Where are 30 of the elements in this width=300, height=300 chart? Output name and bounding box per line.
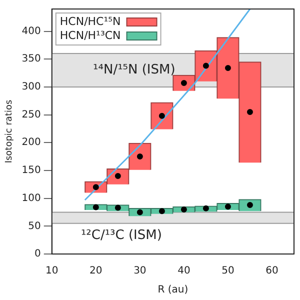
y-tick-label: 0 — [34, 248, 41, 260]
x-tick-label: 40 — [178, 266, 190, 277]
legend-label: HCN/H¹³CN — [60, 28, 121, 42]
point — [202, 205, 209, 212]
y-tick-label: 300 — [22, 82, 41, 93]
x-tick-label: 60 — [266, 266, 278, 277]
y-axis-title: Isotopic ratios — [4, 100, 15, 164]
point — [158, 112, 165, 119]
band-label: ¹⁴N/¹⁵N (ISM) — [93, 62, 176, 78]
point — [224, 65, 231, 72]
point — [246, 109, 253, 116]
x-tick-label: 20 — [90, 266, 102, 277]
x-tick-label: 50 — [222, 266, 234, 277]
x-tick-label: 30 — [134, 266, 146, 277]
x-tick-label: 10 — [46, 266, 58, 277]
point — [158, 208, 165, 214]
y-tick-label: 150 — [22, 165, 41, 176]
point — [180, 206, 187, 212]
point — [136, 154, 143, 160]
y-tick-label: 350 — [22, 54, 41, 65]
y-tick-label: 400 — [22, 26, 41, 37]
band-label: ¹²C/¹³C (ISM) — [80, 228, 162, 243]
point — [92, 204, 99, 210]
x-axis-title: R (au) — [158, 284, 188, 296]
y-tick-label: 250 — [22, 109, 41, 120]
y-tick-label: 50 — [28, 220, 41, 232]
legend-label: HCN/HC¹⁵N — [60, 14, 121, 28]
y-tick-label: 100 — [22, 192, 41, 204]
y-tick-label: 200 — [22, 137, 41, 148]
point — [202, 62, 209, 69]
